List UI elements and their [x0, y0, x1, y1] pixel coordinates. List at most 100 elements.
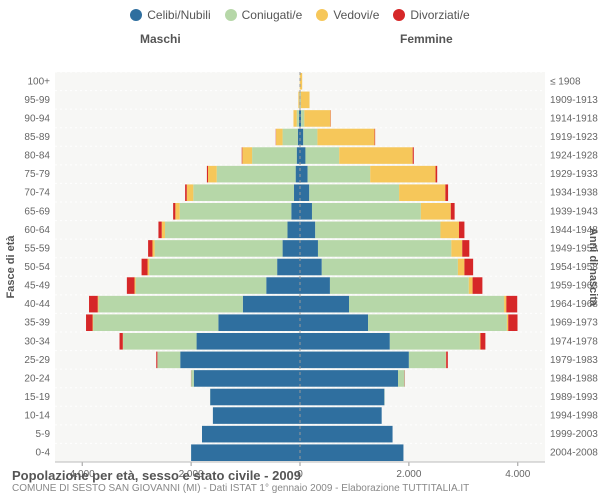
birth-label: ≤ 1908 [550, 76, 581, 87]
bar-male [208, 166, 217, 183]
bar-female [459, 222, 464, 239]
bar-female [300, 92, 301, 109]
age-label: 80-84 [24, 151, 50, 162]
bar-female [300, 426, 393, 443]
age-label: 75-79 [24, 169, 50, 180]
age-label: 70-74 [24, 188, 50, 199]
birth-label: 1969-1973 [550, 318, 598, 329]
bar-female [300, 277, 330, 294]
bar-female [300, 129, 303, 146]
chart-title: Popolazione per età, sesso e stato civil… [12, 468, 469, 483]
bar-female [300, 389, 384, 406]
legend-label: Divorziati/e [410, 8, 469, 22]
bar-female [504, 296, 506, 313]
bar-female [409, 352, 446, 369]
bar-female [300, 240, 318, 257]
bar-male [120, 333, 123, 350]
y-axis-left-title: Fasce di età [5, 235, 17, 299]
birth-label: 1919-1923 [550, 132, 598, 143]
legend-label: Celibi/Nubili [147, 8, 210, 22]
bar-female [300, 184, 309, 201]
bar-female [315, 222, 440, 239]
age-label: 30-34 [24, 336, 50, 347]
bar-female [508, 314, 517, 331]
bar-female [440, 222, 459, 239]
bar-female [375, 129, 376, 146]
bar-female [322, 259, 458, 276]
birth-label: 1989-1993 [550, 392, 598, 403]
bar-male [158, 222, 161, 239]
bar-male [297, 147, 300, 164]
bar-female [300, 147, 305, 164]
chart-source: COMUNE DI SESTO SAN GIOVANNI (MI) - Dati… [12, 483, 469, 494]
legend-swatch [393, 9, 405, 21]
bar-female [507, 314, 508, 331]
birth-label: 1934-1938 [550, 188, 598, 199]
bar-female [308, 166, 371, 183]
bar-male [123, 333, 197, 350]
bar-male [180, 203, 292, 220]
bar-male [148, 240, 152, 257]
birth-label: 1929-1933 [550, 169, 598, 180]
bar-male [98, 296, 99, 313]
bar-male [296, 166, 300, 183]
legend-item: Celibi/Nubili [130, 8, 210, 22]
legend-item: Vedovi/e [316, 8, 379, 22]
bar-female [390, 333, 480, 350]
bar-female [317, 129, 374, 146]
bar-male [242, 147, 252, 164]
age-label: 15-19 [24, 392, 50, 403]
bar-male [243, 296, 300, 313]
age-label: 60-64 [24, 225, 50, 236]
bar-female [339, 147, 413, 164]
bar-male [185, 184, 187, 201]
bar-male [193, 184, 294, 201]
bar-female [399, 184, 445, 201]
age-label: 85-89 [24, 132, 50, 143]
bar-female [451, 240, 462, 257]
age-label: 90-94 [24, 113, 50, 124]
bar-female [473, 277, 483, 294]
birth-label: 1914-1918 [550, 113, 598, 124]
bar-male [165, 222, 288, 239]
bar-female [480, 333, 481, 350]
legend-swatch [316, 9, 328, 21]
bar-male [194, 370, 300, 387]
bar-male [175, 203, 179, 220]
y-axis-right-title: Anni di nascita [587, 228, 599, 307]
bar-female [462, 240, 469, 257]
bar-male [187, 184, 194, 201]
bar-male [197, 333, 300, 350]
bar-female [300, 444, 403, 461]
bar-male [210, 389, 300, 406]
x-tick-label: 4.000 [505, 469, 530, 480]
bar-male [134, 277, 135, 294]
birth-label: 1939-1943 [550, 206, 598, 217]
legend: Celibi/Nubili Coniugati/e Vedovi/e Divor… [0, 0, 600, 22]
bar-female [436, 166, 438, 183]
bar-female [309, 184, 399, 201]
bar-female [445, 184, 448, 201]
bar-female [300, 370, 398, 387]
bar-male [293, 110, 296, 127]
bar-female [300, 314, 368, 331]
bar-male [191, 444, 300, 461]
bar-male [156, 352, 157, 369]
bar-male [162, 222, 165, 239]
bar-male [173, 203, 175, 220]
age-label: 10-14 [24, 411, 50, 422]
bar-female [368, 314, 507, 331]
bar-male [157, 352, 180, 369]
bar-female [300, 352, 409, 369]
bar-female [421, 203, 451, 220]
legend-label: Coniugati/e [242, 8, 303, 22]
bar-male [207, 166, 208, 183]
bar-male [127, 277, 135, 294]
bar-female [300, 222, 315, 239]
bar-female [300, 333, 390, 350]
bar-female [305, 147, 339, 164]
bar-female [451, 203, 455, 220]
age-label: 5-9 [36, 429, 51, 440]
legend-swatch [225, 9, 237, 21]
age-label: 35-39 [24, 318, 50, 329]
